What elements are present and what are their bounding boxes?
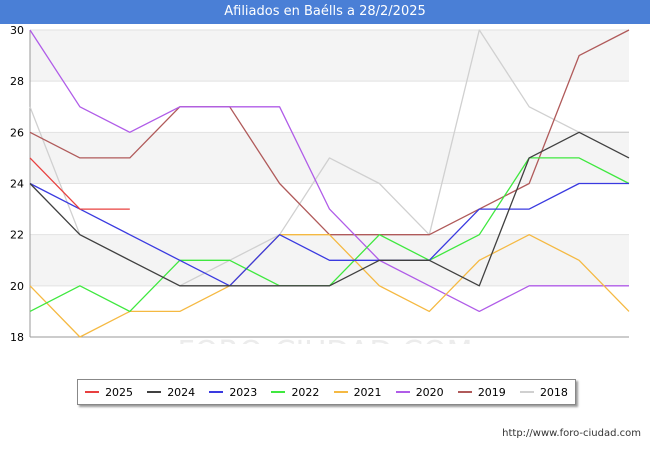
source-credit: http://www.foro-ciudad.com (502, 428, 641, 439)
legend-label: 2019 (477, 385, 506, 399)
legend-swatch (395, 391, 410, 393)
legend-swatch (519, 391, 534, 393)
legend-label: 2023 (229, 385, 258, 399)
legend-item-2018: 2018 (519, 385, 568, 399)
legend-label: 2018 (539, 385, 568, 399)
legend-item-2025: 2025 (85, 386, 133, 399)
series-line-2020 (29, 29, 629, 313)
series-line-2024 (29, 131, 630, 287)
legend-swatch (209, 391, 224, 393)
legend-item-2023: 2023 (209, 386, 257, 399)
watermark: FORO-CIUDAD.COM (178, 335, 473, 344)
y-tick-label: 28 (10, 75, 24, 88)
legend: 2025 2024 2023 2022 2021 2020 2019 2018 (77, 379, 576, 405)
legend-label: 2022 (291, 385, 320, 399)
legend-item-2020: 2020 (395, 385, 444, 399)
y-tick-label: 20 (10, 280, 24, 293)
legend-label: 2020 (415, 385, 444, 399)
legend-item-2021: 2021 (333, 385, 382, 399)
legend-swatch (457, 391, 472, 393)
legend-label: 2025 (105, 385, 134, 399)
y-tick-label: 26 (10, 126, 24, 139)
legend-swatch (271, 391, 286, 393)
y-tick-label: 22 (10, 229, 24, 242)
series-line-2023 (29, 182, 629, 287)
legend-swatch (85, 391, 100, 393)
legend-label: 2024 (167, 385, 196, 399)
y-tick-label: 24 (10, 178, 24, 191)
legend-label: 2021 (353, 385, 382, 399)
legend-swatch (333, 391, 348, 393)
y-tick-label: 18 (10, 331, 24, 344)
legend-swatch (147, 391, 162, 393)
chart-title: Afiliados en Baélls a 28/2/2025 (0, 0, 650, 24)
legend-item-2022: 2022 (271, 386, 319, 399)
series-line-2025 (29, 157, 130, 210)
legend-item-2024: 2024 (147, 386, 195, 399)
y-tick-label: 30 (10, 24, 24, 37)
grid-band (30, 30, 629, 82)
legend-item-2019: 2019 (457, 385, 506, 399)
